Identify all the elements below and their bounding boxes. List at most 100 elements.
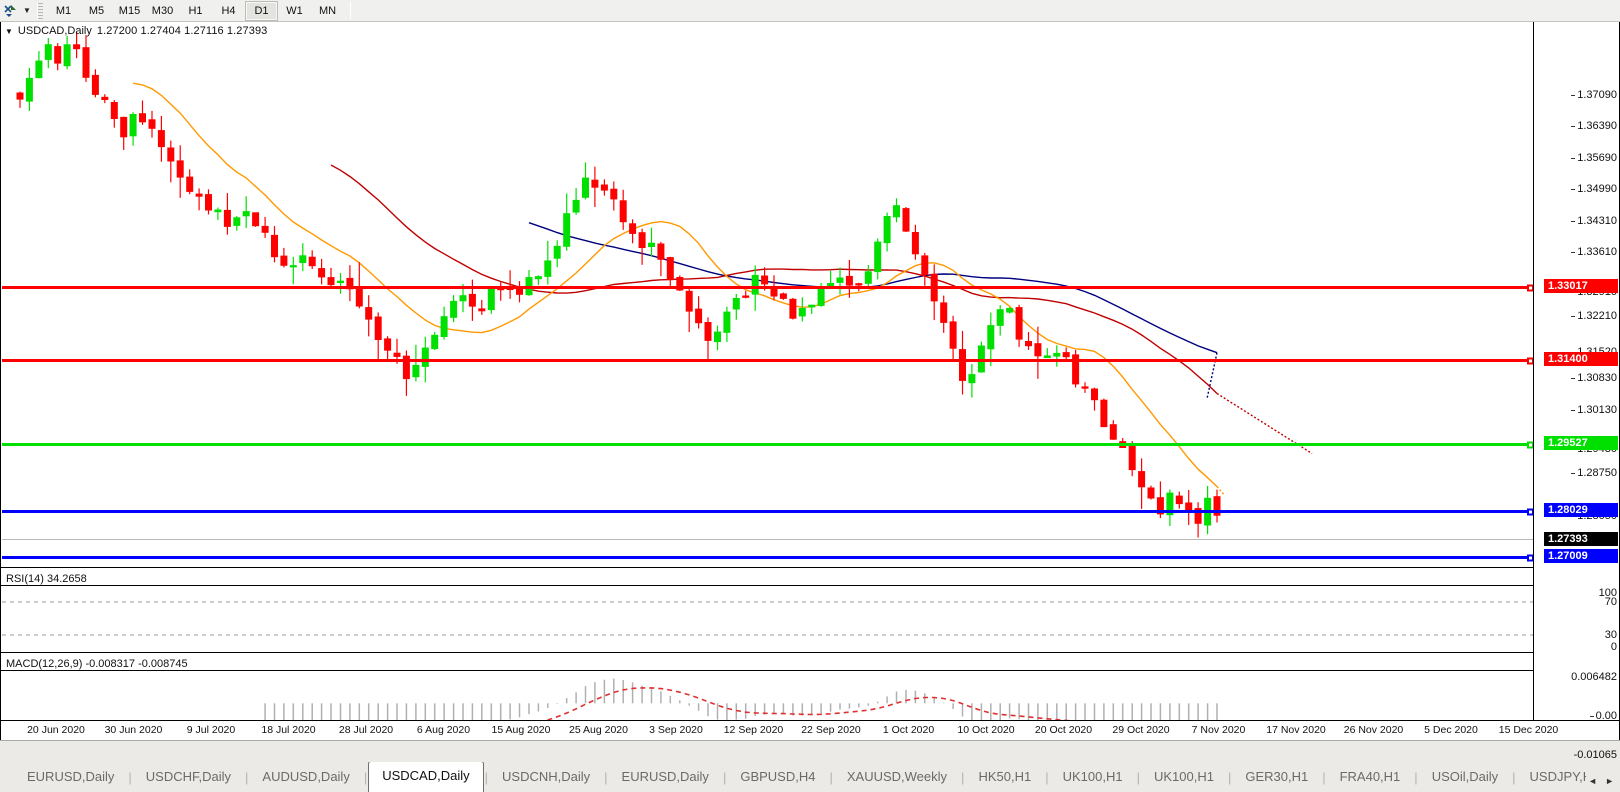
level-line-resistance-2[interactable] — [2, 357, 1533, 364]
timeframe-m1[interactable]: M1 — [55, 4, 72, 17]
timeframe-group: M1 M5 M15 M30 H1 H4 D1 W1 MN — [47, 0, 344, 21]
tab-nav-next-icon[interactable]: ► — [1605, 776, 1614, 786]
pane-divider-price-rsi — [1, 567, 1619, 568]
chart-ohlc-values: 1.27200 1.27404 1.27116 1.27393 — [96, 25, 268, 37]
time-tick: 3 Sep 2020 — [649, 724, 703, 736]
crosshair-cursor-icon[interactable] — [0, 1, 20, 21]
chart-frame[interactable]: ▼ USDCAD,Daily 1.27200 1.27404 1.27116 1… — [0, 22, 1620, 761]
chart-tab-uk100-h1[interactable]: UK100,H1 — [1153, 769, 1214, 784]
time-tick: 5 Dec 2020 — [1424, 724, 1478, 736]
level-handle[interactable] — [1527, 441, 1533, 448]
price-tick: 1.37090 — [1571, 89, 1617, 101]
tab-separator: | — [1136, 770, 1140, 785]
chart-tab-eurusd-daily[interactable]: EURUSD,Daily — [27, 769, 115, 784]
macd-scale-top: 0.006482 — [1571, 671, 1617, 683]
price-tag-resistance-2[interactable]: 1.31400 — [1544, 352, 1618, 366]
chart-tab-eurusd-daily[interactable]: EURUSD,Daily — [621, 769, 709, 784]
price-tick: 1.33610 — [1571, 246, 1617, 258]
time-tick: 6 Aug 2020 — [416, 724, 471, 736]
timeframe-m5[interactable]: M5 — [88, 4, 105, 17]
tab-separator: | — [961, 770, 965, 785]
tab-separator: | — [1322, 770, 1326, 785]
timeframe-mn[interactable]: MN — [318, 4, 337, 17]
chart-tab-usdjpy-h1[interactable]: USDJPY,H1 — [1529, 769, 1587, 784]
level-handle[interactable] — [1527, 284, 1533, 291]
time-tick: 12 Sep 2020 — [723, 724, 784, 736]
chart-tab-xauusd-weekly[interactable]: XAUUSD,Weekly — [846, 769, 948, 784]
rsi-chart-canvas — [2, 601, 1533, 636]
level-line-support-1[interactable] — [2, 441, 1533, 448]
time-tick: 20 Jun 2020 — [27, 724, 85, 736]
collapse-triangle-icon[interactable]: ▼ — [5, 26, 13, 36]
chart-tab-usdcad-daily[interactable]: USDCAD,Daily — [368, 762, 484, 792]
time-tick: 20 Oct 2020 — [1034, 724, 1093, 736]
tab-separator: | — [829, 770, 833, 785]
chart-tab-hk50-h1[interactable]: HK50,H1 — [978, 769, 1032, 784]
tab-separator: | — [363, 770, 368, 785]
level-line-blue-2[interactable] — [2, 554, 1533, 561]
chart-tab-usdcnh-daily[interactable]: USDCNH,Daily — [502, 769, 591, 784]
chart-tab-usdchf-daily[interactable]: USDCHF,Daily — [145, 769, 232, 784]
price-tag-support-1[interactable]: 1.29527 — [1544, 436, 1618, 450]
main-toolbar: ▼ M1 M5 M15 M30 H1 H4 D1 W1 MN — [0, 0, 1620, 22]
timeframe-m15[interactable]: M15 — [118, 4, 141, 17]
time-axis[interactable]: 20 Jun 2020 30 Jun 2020 9 Jul 2020 18 Jul 2… — [1, 720, 1619, 740]
time-tick: 9 Jul 2020 — [186, 724, 236, 736]
time-tick: 29 Oct 2020 — [1112, 724, 1170, 736]
tab-separator: | — [722, 770, 727, 785]
timeframe-d1[interactable]: D1 — [245, 0, 278, 21]
toolbar-grip[interactable] — [37, 2, 43, 19]
tab-separator: | — [128, 770, 132, 785]
level-handle[interactable] — [1527, 554, 1533, 561]
macd-scale-zero: 0.00 — [1589, 710, 1617, 722]
timeframe-m30[interactable]: M30 — [151, 4, 174, 17]
chart-tab-usoil-daily[interactable]: USOil,Daily — [1431, 769, 1499, 784]
plot-area[interactable] — [2, 22, 1533, 740]
time-tick: 1 Oct 2020 — [882, 724, 935, 736]
tab-separator: | — [1227, 770, 1232, 785]
chevron-down-icon[interactable]: ▼ — [23, 6, 31, 15]
time-tick: 10 Oct 2020 — [957, 724, 1015, 736]
rsi-scale-0: 0 — [1610, 641, 1617, 653]
timeframe-h1[interactable]: H1 — [188, 4, 203, 17]
tab-nav-prev-icon[interactable]: ◄ — [1588, 776, 1598, 786]
price-axis[interactable]: 1.37090 1.36390 1.35690 1.34990 1.34310 … — [1533, 22, 1619, 761]
toolbar-separator — [350, 2, 351, 19]
price-tag-blue-2[interactable]: 1.27009 — [1544, 549, 1618, 563]
chart-symbol-label: USDCAD,Daily — [17, 25, 92, 37]
price-tick: 1.36390 — [1571, 120, 1617, 132]
time-tick: 26 Nov 2020 — [1343, 724, 1404, 736]
time-tick: 18 Jul 2020 — [261, 724, 316, 736]
price-tick: 1.32210 — [1571, 310, 1617, 322]
level-handle[interactable] — [1527, 357, 1533, 364]
chart-tab-audusd-daily[interactable]: AUDUSD,Daily — [262, 769, 350, 784]
rsi-scale-70: 70 — [1604, 596, 1617, 608]
price-tick: 1.35690 — [1571, 152, 1617, 164]
macd-indicator-label: MACD(12,26,9) -0.008317 -0.008745 — [6, 658, 188, 670]
price-tag-last: 1.27393 — [1544, 532, 1618, 546]
time-tick: 30 Jun 2020 — [104, 724, 163, 736]
price-tag-resistance-1[interactable]: 1.33017 — [1544, 279, 1618, 293]
price-tag-blue-1[interactable]: 1.28029 — [1544, 503, 1618, 517]
tab-separator: | — [1045, 770, 1049, 785]
level-line-blue-1[interactable] — [2, 508, 1533, 515]
price-tick: 1.28750 — [1571, 467, 1617, 479]
chart-tab-uk100-h1[interactable]: UK100,H1 — [1062, 769, 1123, 784]
chart-tab-fra40-h1[interactable]: FRA40,H1 — [1339, 769, 1401, 784]
level-handle[interactable] — [1527, 508, 1533, 515]
chart-tab-ger30-h1[interactable]: GER30,H1 — [1245, 769, 1309, 784]
tab-separator: | — [1414, 770, 1418, 785]
chart-tab-strip[interactable]: EURUSD,Daily | USDCHF,Daily | AUDUSD,Daily | U… — [0, 762, 1586, 792]
time-tick: 7 Nov 2020 — [1191, 724, 1246, 736]
time-tick: 15 Aug 2020 — [491, 724, 551, 736]
time-tick: 17 Nov 2020 — [1266, 724, 1326, 736]
timeframe-w1[interactable]: W1 — [286, 4, 303, 17]
macd-signal-series — [264, 687, 1157, 740]
ma-slow-line — [528, 222, 1218, 399]
level-line-resistance-1[interactable] — [2, 284, 1533, 291]
time-tick: 28 Jul 2020 — [338, 724, 394, 736]
timeframe-h4[interactable]: H4 — [221, 4, 236, 17]
ma-mid-line — [330, 164, 1313, 455]
tab-nav-buttons[interactable]: ◄ ► — [1586, 762, 1620, 792]
chart-tab-gbpusd-h4[interactable]: GBPUSD,H4 — [740, 769, 816, 784]
